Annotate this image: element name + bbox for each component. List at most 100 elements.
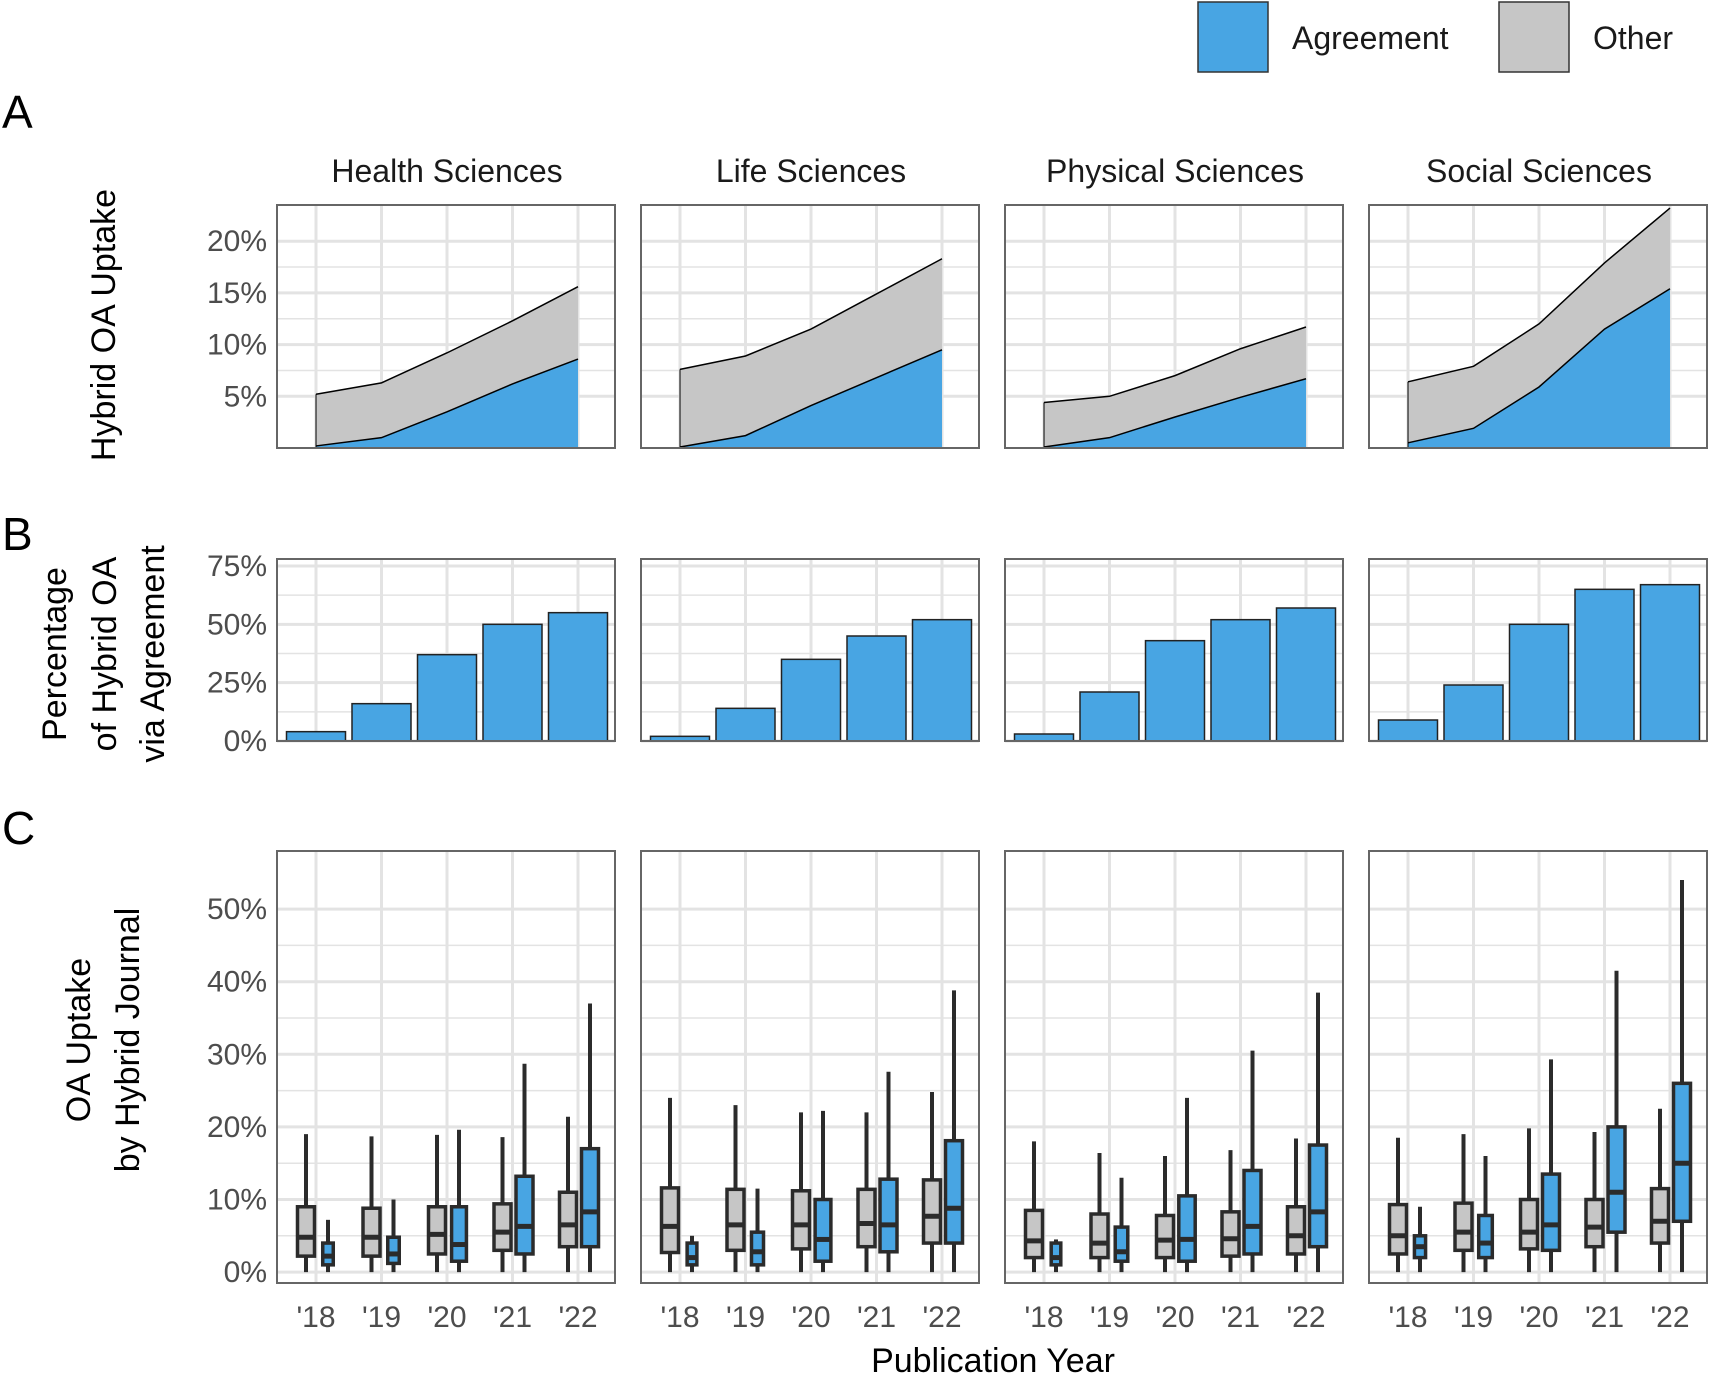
panel-c-box-plots: 0% 10% 20% 30% 40% 50% (207, 850, 1708, 1289)
panel-b-facet-2-bar-2018 (1013, 733, 1075, 742)
panel-c-facet-1-other-box-2018 (659, 1186, 681, 1255)
panel-c-facet-0-other-box-2019 (361, 1206, 382, 1258)
panel-a-facet-1-panel-border (640, 204, 980, 449)
panel-a-facet-2-panel-border (1004, 204, 1344, 449)
panel-b-facet-0-bar-2022 (547, 611, 609, 742)
x-tick-label-facet-2-1: '19 (1090, 1301, 1129, 1334)
panel-b-facet-0-bar-2020 (416, 653, 478, 742)
panel-c-facet-2-other-box-2018 (1023, 1208, 1045, 1260)
panel-c-facet-0-other-box-2022 (557, 1190, 579, 1249)
x-tick-label-facet-0-0: '18 (296, 1301, 335, 1334)
panel-a-facet-3-panel-border (1368, 204, 1708, 449)
x-tick-label-facet-0-4: '22 (558, 1301, 597, 1334)
panel-c-facet-1-agreement-box-2018 (685, 1241, 699, 1267)
y-axis-title-a: Hybrid OA Uptake (85, 189, 123, 461)
panel-b-facet-2-panel-border (1004, 558, 1344, 742)
panel-c-facet-2-agreement-box-2021 (1242, 1168, 1263, 1256)
facet-title-life: Life Sciences (716, 153, 906, 189)
x-tick-label-facet-2-0: '18 (1024, 1301, 1063, 1334)
panel-c-facet-1-other-box-2021 (856, 1187, 877, 1249)
panel-c-facet-2-agreement-box-2022 (1307, 1143, 1329, 1249)
panel-b-facet-1-bar-2019 (715, 707, 776, 742)
x-tick-label-facet-2-3: '21 (1221, 1301, 1260, 1334)
panel-b-facet-2-bar-2020 (1144, 639, 1206, 742)
panel-a-facet-2-agreement-line (1043, 377, 1307, 448)
panel-a-area-charts: 5% 10% 15% 20% (207, 204, 1708, 449)
panel-b-facet-3-bar-2020 (1508, 623, 1570, 742)
panel-c-facet-3-other-box-2018 (1387, 1202, 1409, 1256)
panel-c-facet-0-agreement-box-2020 (449, 1205, 469, 1263)
panel-a-facet-0-y-tick-label: 20% (207, 225, 267, 258)
x-tick-label-facet-0-2: '20 (427, 1301, 466, 1334)
panel-a-facet-1-agreement-line (679, 349, 943, 448)
panel-c-facet-0-other-box-2018 (295, 1205, 317, 1258)
x-tick-label-facet-2-4: '22 (1286, 1301, 1325, 1334)
legend-label-other: Other (1593, 20, 1673, 56)
panel-a-facet-0-other-area (316, 286, 578, 446)
panel-c-facet-0-y-tick-label: 50% (207, 893, 267, 926)
panel-a-facet-3-other-area (1408, 208, 1670, 443)
panel-c-facet-0-other-box-2020 (426, 1205, 448, 1256)
panel-letter-b: B (2, 508, 33, 560)
panel-a-facet-0-total-line (315, 286, 579, 395)
panel-c-facet-3-agreement-box-2020 (1540, 1172, 1562, 1253)
panel-a-facet-3-total-line (1407, 207, 1671, 383)
panel-c-facet-1-panel-border (640, 850, 980, 1284)
x-tick-label-facet-1-2: '20 (791, 1301, 830, 1334)
x-tick-label-facet-3-1: '19 (1454, 1301, 1493, 1334)
panel-c-facet-1-other-box-2020 (790, 1189, 812, 1251)
panel-a-facet-0-y-tick-label: 5% (224, 380, 267, 413)
panel-b-facet-0-y-tick-label: 25% (207, 667, 267, 700)
panel-c-facet-0-y-tick-label: 20% (207, 1111, 267, 1144)
x-tick-label-facet-1-0: '18 (660, 1301, 699, 1334)
panel-c-facet-3-other-box-2022 (1649, 1186, 1671, 1245)
panel-a-facet-1-agreement-area (680, 349, 942, 448)
panel-letter-a: A (2, 86, 33, 138)
panel-b-facet-3-bar-2019 (1443, 684, 1504, 742)
panel-b-facet-3-bar-2018 (1377, 719, 1439, 742)
x-tick-label-facet-0-3: '21 (493, 1301, 532, 1334)
y-axis-title-c-line1: OA Uptake (60, 958, 98, 1122)
panel-a-facet-2-other-area (1044, 327, 1306, 447)
panel-c-facet-0-agreement-box-2019 (386, 1235, 401, 1266)
panel-a-facet-0-agreement-line (315, 358, 579, 447)
panel-a-facet-0-panel-border (276, 204, 616, 449)
panel-c-facet-3-other-box-2020 (1518, 1197, 1540, 1251)
panel-c-facet-0-panel-border (276, 850, 616, 1284)
panel-a-facet-2-agreement-area (1044, 378, 1306, 448)
x-tick-label-facet-2-2: '20 (1155, 1301, 1194, 1334)
panel-b-facet-2-bar-2022 (1275, 607, 1337, 742)
panel-b-facet-3-panel-border (1368, 558, 1708, 742)
panel-a-facet-1-total-line (679, 258, 943, 371)
panel-b-facet-0-y-tick-label: 75% (207, 550, 267, 583)
panel-a-facet-1-other-area (680, 258, 942, 447)
facet-title-social: Social Sciences (1426, 153, 1652, 189)
x-tick-label-facet-3-2: '20 (1519, 1301, 1558, 1334)
panel-a-facet-3-agreement-area (1408, 288, 1670, 448)
facet-title-physical: Physical Sciences (1046, 153, 1304, 189)
panel-a-facet-3-agreement-line (1407, 288, 1671, 444)
panel-c-facet-2-agreement-box-2019 (1113, 1225, 1130, 1263)
x-tick-label-facet-0-1: '19 (362, 1301, 401, 1334)
panel-b-facet-2-bar-2021 (1210, 618, 1271, 742)
panel-b-facet-0-y-tick-label: 50% (207, 608, 267, 641)
panel-c-facet-3-agreement-box-2019 (1476, 1213, 1495, 1260)
panel-c-facet-3-panel-border (1368, 850, 1708, 1284)
panel-b-facet-0-panel-border (276, 558, 616, 742)
x-tick-label-facet-1-3: '21 (857, 1301, 896, 1334)
panel-c-facet-2-other-box-2022 (1285, 1205, 1307, 1256)
panel-b-facet-0-y-tick-label: 0% (224, 725, 267, 758)
panel-a-facet-0-agreement-area (316, 359, 578, 448)
x-tick-label-facet-3-0: '18 (1388, 1301, 1427, 1334)
x-tick-label-facet-1-4: '22 (922, 1301, 961, 1334)
panel-b-facet-1-bar-2022 (911, 618, 973, 742)
panel-c-facet-0-agreement-box-2022 (579, 1146, 601, 1249)
panel-c-facet-3-other-box-2021 (1584, 1197, 1605, 1249)
panel-c-facet-2-other-box-2020 (1154, 1213, 1176, 1260)
panel-c-facet-1-agreement-box-2022 (943, 1138, 965, 1245)
legend-swatch-agreement (1197, 1, 1269, 73)
panel-b-facet-3-bar-2021 (1574, 588, 1635, 742)
panel-letter-c: C (2, 802, 35, 854)
panel-b-facet-0-bar-2019 (351, 702, 412, 742)
